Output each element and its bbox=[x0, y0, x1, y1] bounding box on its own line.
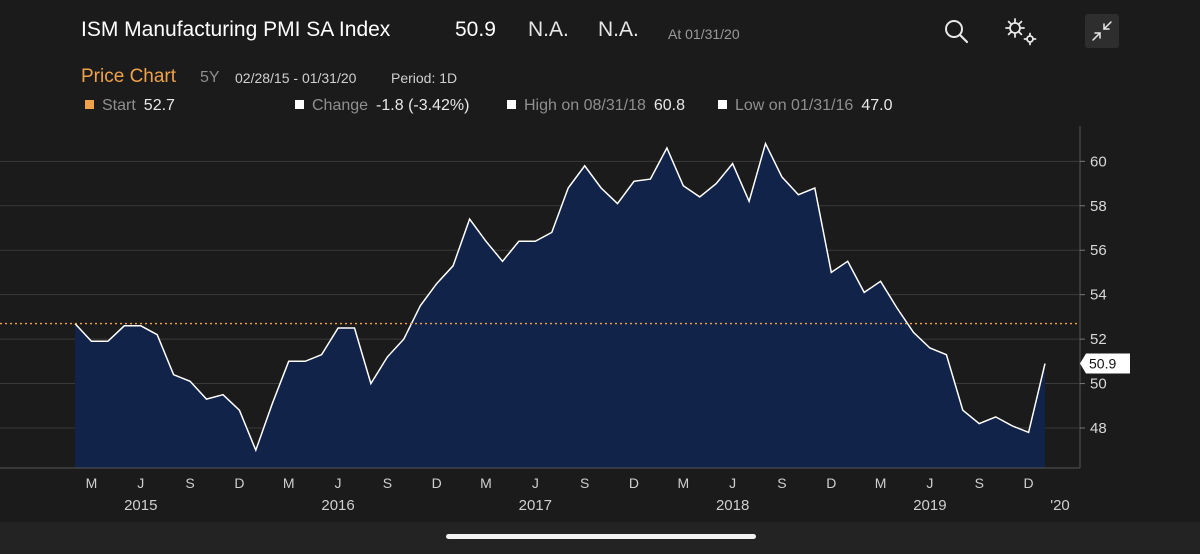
x-month-label: D bbox=[629, 475, 639, 491]
x-month-label: M bbox=[283, 475, 295, 491]
y-tick-label: 60 bbox=[1090, 153, 1107, 170]
date-range: 02/28/15 - 01/31/20 bbox=[235, 70, 357, 86]
last-price-label: 50.9 bbox=[1080, 353, 1130, 374]
x-month-label: S bbox=[777, 475, 786, 491]
x-month-label: D bbox=[234, 475, 244, 491]
percent-change-field: N.A. bbox=[598, 18, 639, 41]
x-month-label: D bbox=[1023, 475, 1033, 491]
start-legend-swatch bbox=[85, 100, 94, 109]
x-year-label: 2016 bbox=[321, 497, 354, 514]
net-change-field: N.A. bbox=[528, 18, 569, 41]
x-month-label: D bbox=[432, 475, 442, 491]
x-month-label: J bbox=[729, 475, 736, 491]
x-axis: M J S D M J S D M J S D M J S D M J S D 2015 2016 2017 2018 2019… bbox=[0, 467, 1080, 514]
search-button[interactable] bbox=[940, 14, 974, 48]
last-price-tag bbox=[1080, 353, 1130, 374]
x-month-label: S bbox=[580, 475, 589, 491]
collapse-chart-button[interactable] bbox=[1085, 14, 1119, 48]
y-tick-label: 58 bbox=[1090, 198, 1107, 215]
start-value: 52.7 bbox=[143, 97, 175, 114]
x-year-label: 2015 bbox=[124, 497, 157, 514]
x-year-label: 2018 bbox=[716, 497, 749, 514]
low-label: Low on 01/31/16 bbox=[735, 97, 854, 114]
y-tick-label: 52 bbox=[1090, 331, 1107, 348]
x-month-label: M bbox=[677, 475, 689, 491]
x-year-label: 2019 bbox=[913, 497, 946, 514]
x-month-label: J bbox=[532, 475, 539, 491]
high-legend-swatch bbox=[507, 100, 516, 109]
pmi-price-chart[interactable]: 48 50 52 54 56 58 60 M J S D M J S D M J S D M J S D M J S D 2015 2… bbox=[0, 120, 1200, 522]
y-tick-label: 50 bbox=[1090, 376, 1107, 393]
start-stat: Start 52.7 bbox=[85, 97, 175, 115]
x-month-label: J bbox=[137, 475, 144, 491]
x-month-label: S bbox=[185, 475, 194, 491]
low-value: 47.0 bbox=[861, 97, 893, 114]
y-axis: 48 50 52 54 56 58 60 bbox=[1079, 126, 1107, 468]
last-value: 50.9 bbox=[455, 18, 496, 41]
high-value: 60.8 bbox=[653, 97, 686, 114]
range-selector[interactable]: 5Y bbox=[200, 69, 220, 86]
x-month-label: M bbox=[86, 475, 98, 491]
x-month-label: J bbox=[926, 475, 933, 491]
settings-button[interactable] bbox=[1002, 14, 1037, 48]
collapse-icon bbox=[1092, 21, 1112, 41]
security-title: ISM Manufacturing PMI SA Index bbox=[81, 18, 391, 41]
x-month-label: M bbox=[480, 475, 492, 491]
change-stat: Change -1.8 (-3.42%) bbox=[295, 97, 469, 115]
x-month-label: S bbox=[383, 475, 392, 491]
low-legend-swatch bbox=[718, 100, 727, 109]
x-month-label: M bbox=[875, 475, 887, 491]
home-indicator[interactable] bbox=[446, 534, 756, 539]
header-bar: ISM Manufacturing PMI SA Index 50.9 N.A.… bbox=[0, 0, 1200, 64]
as-of-date: At 01/31/20 bbox=[668, 26, 740, 42]
x-month-label: D bbox=[826, 475, 836, 491]
high-stat: High on 08/31/18 60.8 bbox=[507, 97, 685, 115]
start-label: Start bbox=[102, 97, 136, 114]
y-tick-label: 56 bbox=[1090, 242, 1107, 259]
last-price-text: 50.9 bbox=[1089, 356, 1116, 372]
x-month-label: J bbox=[335, 475, 342, 491]
y-tick-label: 48 bbox=[1090, 420, 1107, 437]
period-label: Period: 1D bbox=[391, 70, 458, 86]
price-area-fill bbox=[75, 143, 1045, 468]
change-value: -1.8 (-3.42%) bbox=[376, 97, 470, 114]
x-month-label: S bbox=[975, 475, 984, 491]
high-label: High on 08/31/18 bbox=[524, 97, 646, 114]
x-year-label: '20 bbox=[1050, 497, 1070, 514]
x-year-label: 2017 bbox=[519, 497, 552, 514]
change-legend-swatch bbox=[295, 100, 304, 109]
change-label: Change bbox=[312, 97, 369, 114]
search-icon bbox=[945, 20, 969, 44]
price-line bbox=[74, 141, 1046, 453]
chart-type-label[interactable]: Price Chart bbox=[81, 66, 177, 87]
low-stat: Low on 01/31/16 47.0 bbox=[718, 97, 892, 115]
gear-icon bbox=[1005, 18, 1037, 46]
y-tick-label: 54 bbox=[1090, 287, 1107, 304]
